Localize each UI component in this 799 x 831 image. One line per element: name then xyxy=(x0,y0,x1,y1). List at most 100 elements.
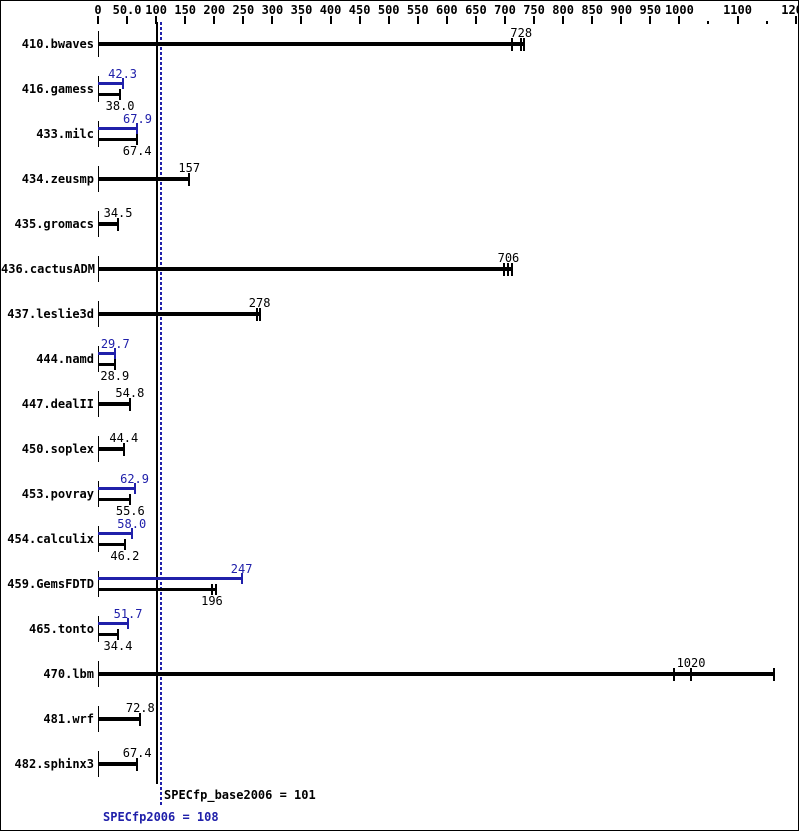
axis-tick-label: 50.0 xyxy=(112,3,142,17)
axis-minor-tick-mark xyxy=(765,21,768,24)
base-bar xyxy=(98,138,138,141)
base-run-tick xyxy=(119,89,122,100)
base-value-label: 157 xyxy=(178,161,201,175)
base-run-tick xyxy=(117,629,119,640)
benchmark-label: 450.soplex xyxy=(21,442,94,456)
peak-bar-end-tick xyxy=(136,123,139,134)
base-run-tick xyxy=(188,173,191,186)
axis-tick-label: 150 xyxy=(174,3,197,17)
base-bar xyxy=(98,42,524,46)
axis-tick-label: 1100 xyxy=(723,3,752,17)
axis-tick-label: 550 xyxy=(406,3,429,17)
row-axis-segment xyxy=(98,526,99,552)
benchmark-label: 482.sphinx3 xyxy=(14,757,94,771)
peak-bar-end-tick xyxy=(130,528,133,539)
peak-value-label: 51.7 xyxy=(113,607,143,621)
benchmark-label: 433.milc xyxy=(36,127,94,141)
row-axis-segment xyxy=(98,76,99,102)
base-bar xyxy=(98,447,124,451)
axis-tick-label: 0 xyxy=(94,3,102,17)
base-value-label: 196 xyxy=(201,594,223,608)
axis-tick-mark xyxy=(649,16,652,24)
base-run-tick xyxy=(117,218,120,231)
axis-tick-mark xyxy=(126,16,129,24)
base-run-tick xyxy=(773,668,776,681)
axis-tick-label: 750 xyxy=(523,3,545,17)
base-run-tick xyxy=(510,263,513,276)
base-run-tick xyxy=(507,263,510,276)
axis-tick-label: 800 xyxy=(552,3,574,17)
axis-tick-mark xyxy=(794,16,797,24)
axis-tick-mark xyxy=(387,16,390,24)
base-run-tick xyxy=(502,263,505,276)
axis-tick-mark xyxy=(503,16,506,24)
axis-tick-label: 950 xyxy=(639,3,662,17)
axis-tick-label: 850 xyxy=(581,3,604,17)
base-run-tick xyxy=(136,758,139,771)
benchmark-label: 436.cactusADM xyxy=(1,262,95,276)
benchmark-label: 444.namd xyxy=(36,352,94,366)
peak-bar-end-tick xyxy=(127,618,130,629)
peak-score-note: SPECfp2006 = 108 xyxy=(103,810,219,824)
base-bar xyxy=(98,222,119,226)
peak-bar-end-tick xyxy=(133,483,136,494)
base-run-tick xyxy=(128,398,131,411)
base-run-tick xyxy=(258,308,261,321)
axis-tick-label: 900 xyxy=(610,3,633,17)
base-value-label: 67.4 xyxy=(122,144,152,158)
peak-bar xyxy=(98,82,123,85)
peak-bar xyxy=(98,622,129,625)
peak-bar xyxy=(98,577,242,580)
base-run-tick xyxy=(123,539,126,550)
base-value-label: 67.4 xyxy=(122,746,152,760)
peak-value-label: 247 xyxy=(230,562,253,576)
base-bar xyxy=(98,633,118,636)
benchmark-label: 434.zeusmp xyxy=(21,172,94,186)
benchmark-label: 453.povray xyxy=(21,487,94,501)
axis-tick-mark xyxy=(474,16,477,24)
axis-tick-mark xyxy=(213,16,216,24)
base-value-label: 728 xyxy=(510,26,533,40)
base-run-tick xyxy=(129,494,132,505)
row-axis-segment xyxy=(98,571,99,597)
axis-tick-label: 300 xyxy=(261,3,284,17)
axis-tick-mark xyxy=(300,16,303,24)
base-run-tick xyxy=(122,443,125,456)
peak-value-label: 58.0 xyxy=(117,517,147,531)
base-bar xyxy=(98,177,190,181)
axis-tick-mark xyxy=(358,16,361,24)
axis-tick-mark xyxy=(271,16,274,24)
base-bar xyxy=(98,543,125,546)
benchmark-label: 447.dealII xyxy=(21,397,94,411)
base-value-label: 72.8 xyxy=(125,701,155,715)
row-axis-segment xyxy=(98,121,99,147)
axis-tick-mark xyxy=(591,16,594,24)
axis-tick-label: 250 xyxy=(232,3,255,17)
row-axis-segment xyxy=(98,346,99,372)
axis-tick-mark xyxy=(736,16,739,24)
base-bar xyxy=(98,267,512,271)
base-value-label: 34.4 xyxy=(103,639,133,653)
peak-value-label: 62.9 xyxy=(120,472,150,486)
axis-tick-mark xyxy=(533,16,536,24)
axis-tick-label: 450 xyxy=(348,3,371,17)
benchmark-label: 437.leslie3d xyxy=(7,307,94,321)
peak-bar xyxy=(98,532,132,535)
base-reference-line xyxy=(155,22,158,784)
base-value-label: 34.5 xyxy=(103,206,133,220)
base-value-label: 44.4 xyxy=(109,431,139,445)
axis-minor-tick-mark xyxy=(707,21,710,24)
axis-tick-label: 1200 xyxy=(781,3,798,17)
axis-tick-label: 350 xyxy=(290,3,313,17)
base-score-note: SPECfp_base2006 = 101 xyxy=(164,788,316,802)
peak-bar-end-tick xyxy=(114,348,117,359)
axis-tick-label: 600 xyxy=(435,3,458,17)
base-bar xyxy=(98,717,141,721)
base-value-label: 278 xyxy=(248,296,271,310)
base-bar xyxy=(98,312,260,316)
base-run-tick xyxy=(510,38,513,51)
row-axis-segment xyxy=(98,481,99,507)
axis-tick-mark xyxy=(678,16,681,24)
base-value-label: 706 xyxy=(497,251,520,265)
